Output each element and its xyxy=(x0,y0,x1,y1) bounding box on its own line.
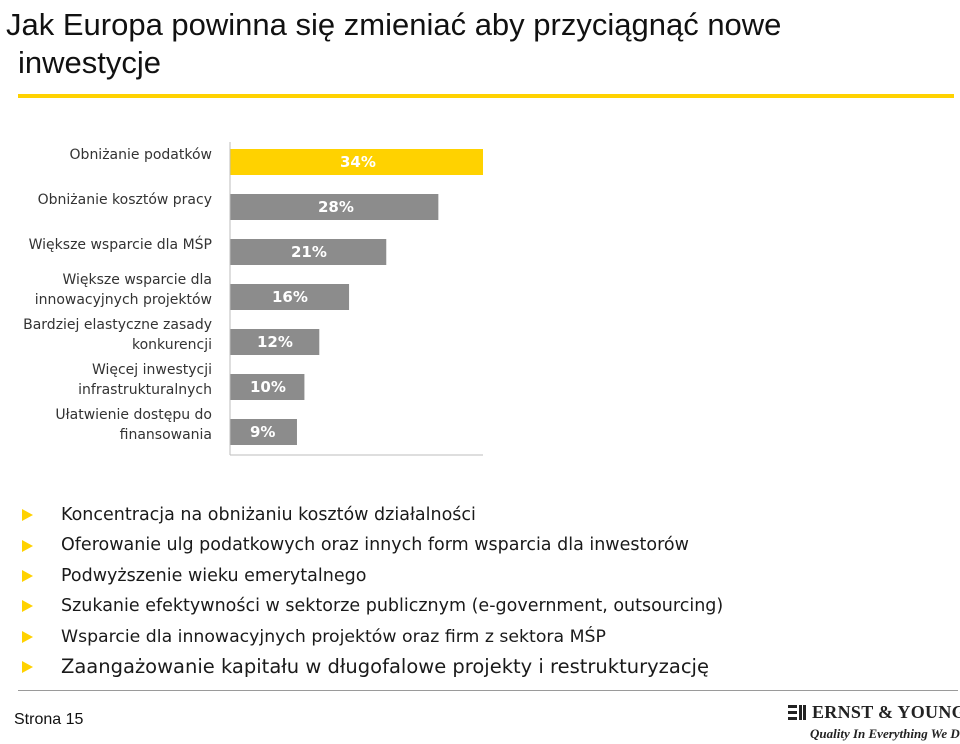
page-title-line-2: inwestycje xyxy=(18,45,161,80)
logo-name: ERNST & YOUNG xyxy=(812,702,960,722)
bar xyxy=(230,329,320,355)
page-number: Strona 15 xyxy=(14,711,84,728)
bar xyxy=(230,194,439,220)
bullet-text: Zaangażowanie kapitału w długofalowe pro… xyxy=(61,654,709,678)
bars: 34% 28% 21% 16% 12% 10% 9% xyxy=(230,149,483,445)
category-label: Większe wsparcie dla MŚP xyxy=(29,235,212,253)
bullet-text: Podwyższenie wieku emerytalnego xyxy=(61,565,367,586)
bullet-arrow-icon xyxy=(22,630,33,643)
data-label: 28% xyxy=(318,198,354,216)
footer-divider xyxy=(18,690,958,691)
category-label: Większe wsparcie dla xyxy=(62,272,212,288)
bullet-arrow-icon xyxy=(22,569,33,582)
data-label: 10% xyxy=(250,378,286,396)
bullet-item: Zaangażowanie kapitału w długofalowe pro… xyxy=(22,652,723,682)
bar-chart: Obniżanie podatków Obniżanie kosztów prac… xyxy=(23,142,483,456)
bar xyxy=(230,239,387,265)
bar xyxy=(230,374,305,400)
bullet-arrow-icon xyxy=(22,661,33,674)
bullet-text: Oferowanie ulg podatkowych oraz innych f… xyxy=(61,535,689,556)
category-label: Obniżanie podatków xyxy=(70,147,212,163)
bullet-item: Wsparcie dla innowacyjnych projektów ora… xyxy=(22,622,723,652)
bullet-item: Koncentracja na obniżaniu kosztów działa… xyxy=(22,500,723,530)
bullet-arrow-icon xyxy=(22,509,33,522)
ernst-young-logo: ERNST & YOUNG Quality In Everything We D… xyxy=(788,702,960,742)
bullet-item: Szukanie efektywności w sektorze publicz… xyxy=(22,591,723,621)
category-label: finansowania xyxy=(120,427,212,443)
logo-tagline: Quality In Everything We Do xyxy=(810,726,960,741)
category-label: innowacyjnych projektów xyxy=(35,292,212,308)
bullet-list: Koncentracja na obniżaniu kosztów działa… xyxy=(22,500,723,682)
category-label: Ułatwienie dostępu do xyxy=(55,407,212,423)
data-label: 9% xyxy=(250,423,275,441)
category-label: infrastrukturalnych xyxy=(78,382,212,398)
data-label: 16% xyxy=(272,288,308,306)
page-title-line-1: Jak Europa powinna się zmieniać aby przy… xyxy=(6,7,782,42)
category-label: Bardziej elastyczne zasady xyxy=(23,317,212,333)
bar xyxy=(230,284,350,310)
category-labels: Obniżanie podatków Obniżanie kosztów prac… xyxy=(23,147,212,443)
category-label: konkurencji xyxy=(132,337,212,353)
page-title: Jak Europa powinna się zmieniać aby przy… xyxy=(6,6,946,82)
bullet-item: Oferowanie ulg podatkowych oraz innych f… xyxy=(22,530,723,560)
bullet-text: Koncentracja na obniżaniu kosztów działa… xyxy=(61,505,476,525)
category-label: Obniżanie kosztów pracy xyxy=(38,192,212,208)
data-label: 34% xyxy=(340,153,376,171)
bullet-text: Wsparcie dla innowacyjnych projektów ora… xyxy=(61,626,606,647)
axes xyxy=(229,142,483,456)
bar xyxy=(230,419,297,445)
data-label: 12% xyxy=(257,333,293,351)
bullet-text: Szukanie efektywności w sektorze publicz… xyxy=(61,596,724,617)
bullet-arrow-icon xyxy=(22,539,33,552)
bullet-item: Podwyższenie wieku emerytalnego xyxy=(22,561,723,591)
category-label: Więcej inwestycji xyxy=(92,362,212,378)
bar xyxy=(230,149,483,175)
bullet-arrow-icon xyxy=(22,600,33,613)
data-label: 21% xyxy=(291,243,327,261)
title-underline xyxy=(18,94,954,98)
ey-logo-icon xyxy=(788,705,806,720)
